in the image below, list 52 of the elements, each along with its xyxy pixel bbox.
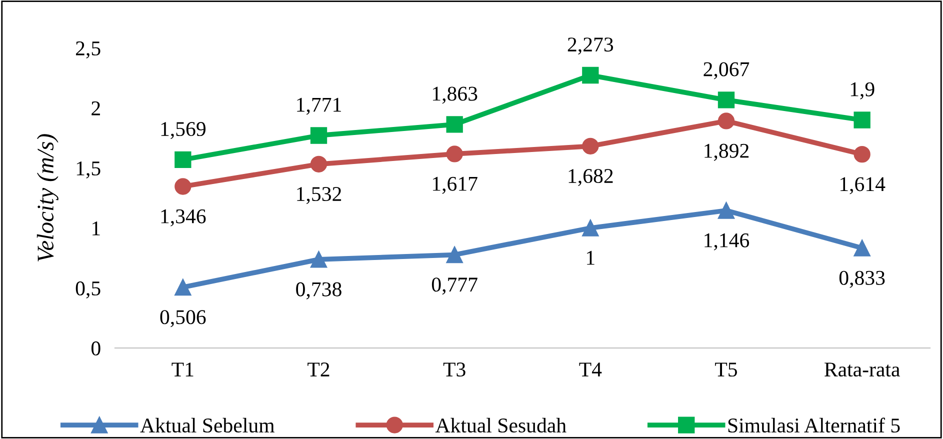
point — [446, 246, 463, 264]
x-tick-label: T5 — [715, 362, 738, 377]
point — [582, 66, 599, 84]
data-label: 1,346 — [161, 209, 206, 226]
point — [854, 112, 870, 128]
data-label: 0,738 — [296, 282, 342, 300]
legend-label: Aktual Sebelum — [140, 418, 274, 433]
y-tick-label: 0 — [91, 341, 100, 356]
point — [854, 240, 870, 256]
data-label: 1,614 — [840, 177, 886, 194]
y-tick-label: 1 — [92, 221, 100, 236]
point — [174, 178, 192, 195]
point — [582, 138, 599, 154]
data-label: 1 — [587, 250, 594, 265]
y-tick-label: 2,5 — [76, 41, 100, 58]
data-label: 1,9 — [850, 82, 874, 100]
point — [310, 156, 328, 172]
point — [310, 251, 328, 268]
y-tick-label: 0,5 — [76, 281, 100, 298]
legend-label: Aktual Sesudah — [435, 418, 566, 433]
data-label: 0,506 — [160, 310, 206, 328]
legend-label: Simulasi Alternatif 5 — [728, 418, 900, 433]
data-label: 1,146 — [704, 233, 750, 250]
point — [174, 278, 192, 296]
point — [718, 112, 735, 130]
point — [582, 220, 599, 236]
data-label: 1,569 — [161, 122, 206, 140]
point — [718, 92, 735, 108]
x-tick-label: T4 — [579, 362, 602, 376]
y-tick-label: 2 — [92, 101, 100, 116]
data-label: 2,067 — [704, 62, 750, 80]
point — [446, 116, 463, 133]
point — [174, 151, 192, 168]
data-label: 1,863 — [432, 86, 478, 104]
data-label: 1,617 — [432, 176, 478, 194]
point — [854, 146, 870, 163]
y-axis-title: Velocity (m/s) — [36, 134, 58, 262]
x-tick-label: T3 — [443, 362, 466, 377]
y-tick-label: 1,5 — [76, 161, 100, 178]
x-tick-label: T1 — [172, 362, 194, 376]
point — [446, 146, 463, 162]
data-label: 1,892 — [704, 144, 749, 161]
point — [310, 127, 328, 144]
data-label: 1,532 — [297, 187, 342, 204]
data-label: 2,273 — [568, 38, 614, 55]
data-label: 0,833 — [839, 270, 885, 288]
x-tick-label: Rata-rata — [824, 362, 900, 377]
data-label: 1,771 — [297, 98, 341, 115]
point — [718, 202, 735, 219]
data-label: 0,777 — [432, 278, 478, 295]
x-tick-label: T2 — [308, 362, 330, 376]
data-label: 1,682 — [568, 168, 613, 186]
